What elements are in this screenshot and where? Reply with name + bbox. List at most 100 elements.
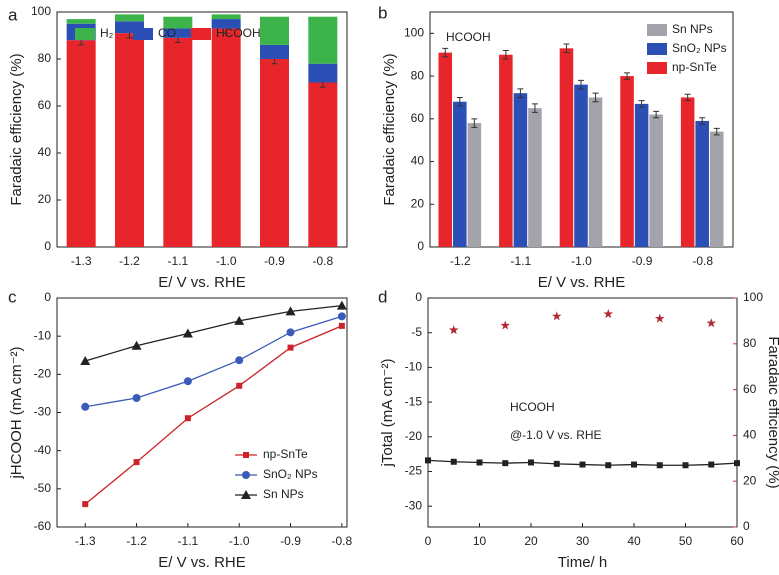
y-tick-label: 100 [404, 26, 424, 40]
y-tick-label: -10 [405, 360, 423, 374]
x-tick-label: -0.8 [312, 254, 333, 268]
error-bar [624, 72, 631, 80]
bar [709, 131, 724, 247]
x-axis-label: E/ V vs. RHE [158, 554, 246, 571]
marker [285, 306, 296, 316]
x-axis-label: E/ V vs. RHE [538, 274, 626, 291]
plot-frame [427, 297, 738, 528]
bar [695, 120, 709, 247]
legend-swatch [133, 28, 153, 40]
marker [236, 382, 243, 389]
marker [82, 501, 89, 508]
legend-label: SnO₂ NPs [263, 467, 318, 481]
marker [528, 459, 534, 466]
y2-axis-label: Faradaic efficiency (%) [765, 336, 779, 488]
bar [649, 114, 663, 247]
marker [450, 458, 457, 465]
legend-swatch [647, 62, 667, 74]
bar-segment [115, 21, 144, 34]
marker [706, 318, 716, 328]
y-tick-label: 100 [31, 4, 51, 18]
marker [425, 457, 431, 464]
y-tick-label: -20 [34, 367, 52, 381]
bar-segment [260, 44, 289, 59]
marker [234, 315, 245, 325]
error-bar [653, 110, 660, 119]
y-tick-label: -30 [405, 498, 423, 512]
y2-tick-label: 0 [743, 519, 750, 533]
bar [620, 76, 634, 247]
marker [338, 322, 345, 329]
x-tick-label: -1.3 [71, 254, 92, 268]
data-line [85, 315, 343, 408]
marker [287, 344, 294, 351]
panel-label: c [8, 287, 17, 306]
x-tick-label: -0.9 [264, 254, 285, 268]
error-bar [638, 100, 645, 108]
error-bar [563, 43, 570, 54]
error-bar [517, 88, 524, 98]
bar-segment [308, 16, 338, 64]
y-tick-label: 80 [411, 68, 425, 82]
bar-segment [66, 40, 96, 248]
bar-segment [308, 63, 338, 83]
bar-segment [260, 16, 289, 45]
y-tick-label: 0 [417, 239, 424, 253]
y-tick-label: 60 [411, 111, 425, 125]
marker [81, 402, 90, 411]
error-bar [713, 127, 720, 136]
x-tick-label: 30 [576, 534, 590, 548]
marker [241, 490, 251, 499]
y-tick-label: -40 [34, 443, 52, 457]
x-tick-label: -1.2 [126, 534, 147, 548]
annotation: @-1.0 V vs. RHE [510, 428, 602, 442]
x-tick-label: -1.1 [511, 254, 532, 268]
legend-label: Sn NPs [263, 487, 304, 501]
error-bar [442, 47, 449, 58]
x-tick-label: -0.8 [692, 254, 713, 268]
bar [513, 93, 528, 247]
y-tick-label: -5 [411, 325, 422, 339]
x-tick-label: -0.9 [280, 534, 301, 548]
x-tick-label: -0.9 [632, 254, 653, 268]
annotation: HCOOH [446, 30, 491, 44]
x-tick-label: -1.3 [75, 534, 96, 548]
marker [286, 328, 295, 337]
legend-swatch [191, 28, 211, 40]
data-line [85, 304, 342, 362]
legend-label: H₂ [100, 26, 114, 40]
marker [552, 311, 562, 321]
y-tick-label: -50 [34, 481, 52, 495]
y-tick-label: -15 [405, 394, 423, 408]
y-axis-label: Faradaic efficiency (%) [381, 53, 398, 205]
legend-label: HCOOH [216, 26, 261, 40]
legend-swatch [647, 24, 667, 36]
marker [242, 471, 250, 479]
x-axis-label: Time/ h [558, 554, 607, 571]
marker [734, 460, 740, 467]
annotation: HCOOH [510, 400, 555, 414]
bar-segment [115, 33, 144, 248]
y2-tick-label: 60 [743, 382, 757, 396]
x-tick-label: 10 [473, 534, 487, 548]
x-tick-label: 60 [730, 534, 744, 548]
marker [132, 393, 141, 402]
x-tick-label: -1.2 [119, 254, 140, 268]
legend-label: CO [158, 26, 176, 40]
bar [588, 97, 603, 247]
bar [559, 48, 574, 248]
legend-swatch [647, 43, 667, 55]
marker [656, 462, 663, 469]
bar [680, 97, 695, 247]
legend-label: SnO₂ NPs [672, 41, 727, 55]
bar-segment [260, 59, 289, 247]
data-line [84, 325, 343, 505]
bar [453, 101, 467, 248]
y-tick-label: -30 [34, 405, 52, 419]
y-tick-label: 80 [38, 51, 52, 65]
marker [476, 459, 483, 466]
x-tick-label: 50 [679, 534, 693, 548]
marker [337, 312, 346, 321]
error-bar [531, 103, 538, 113]
marker [579, 461, 586, 468]
